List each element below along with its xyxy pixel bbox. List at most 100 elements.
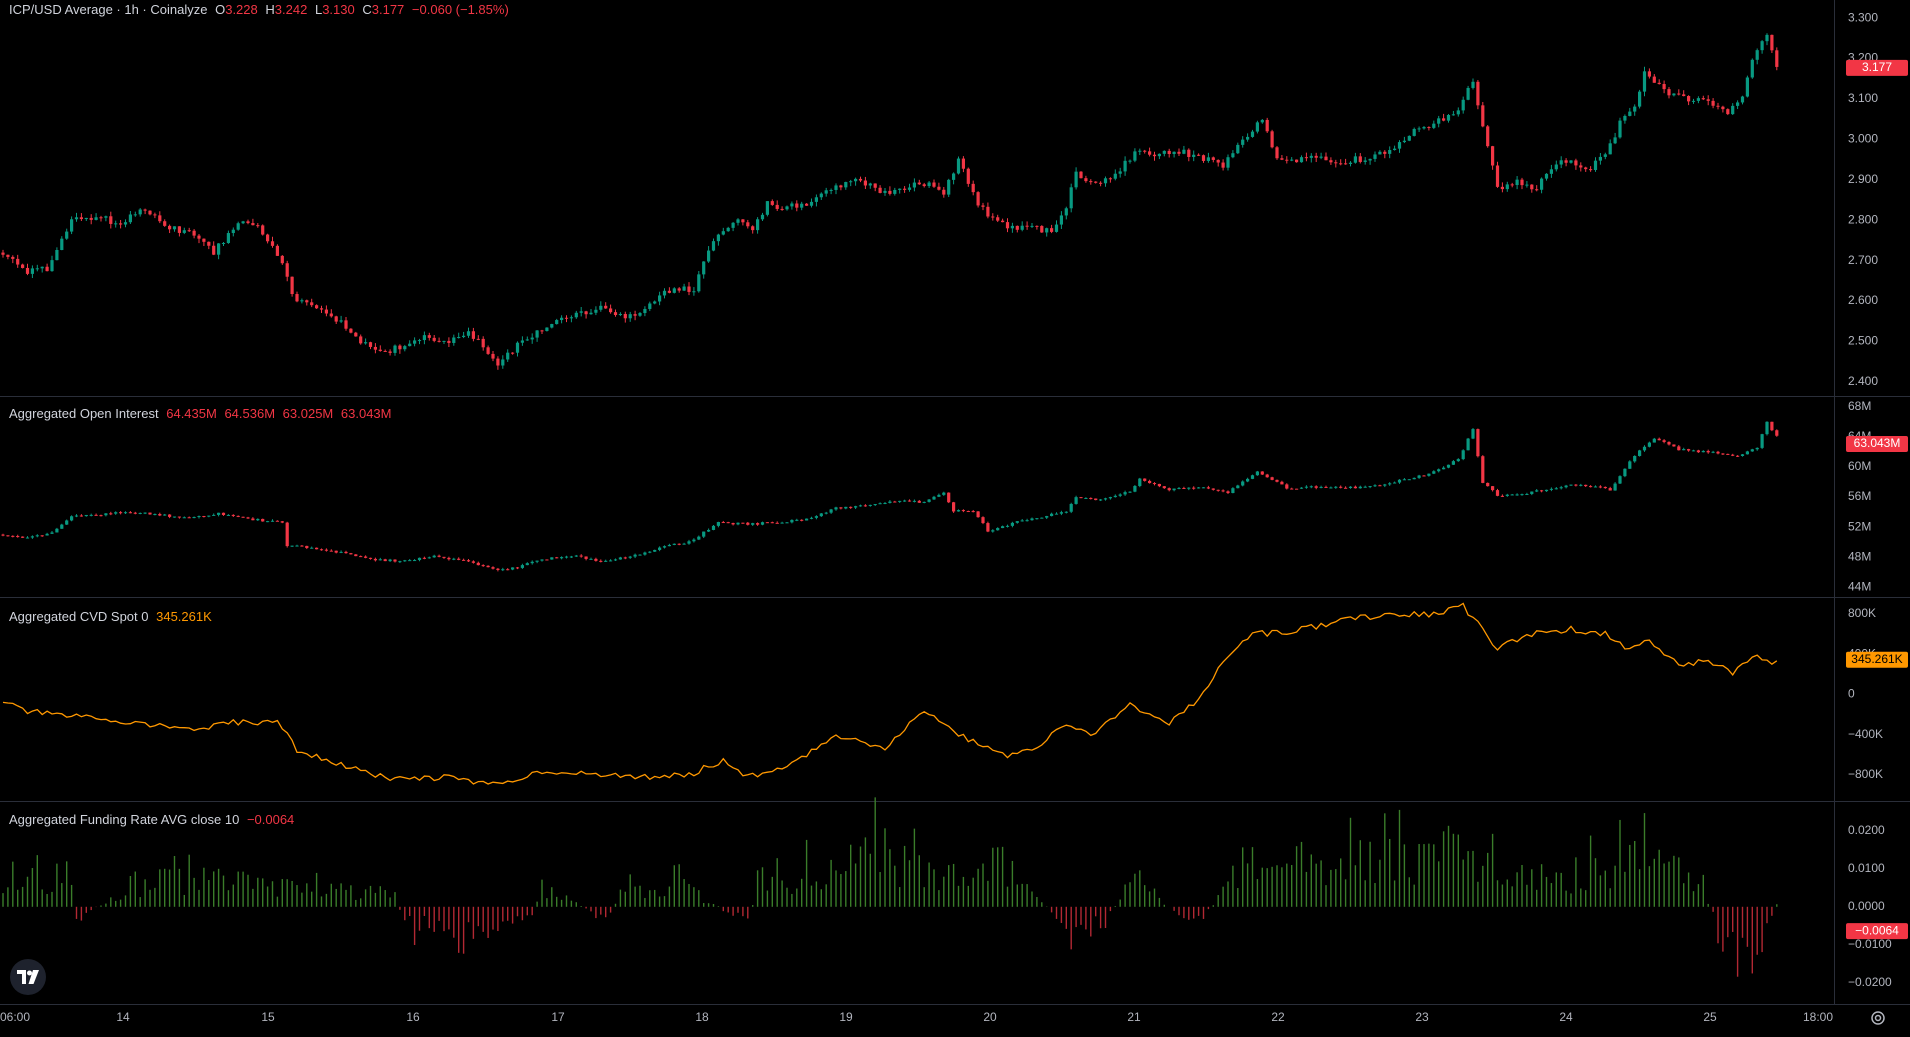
candle-body [1510, 184, 1514, 186]
candle-body [765, 522, 769, 524]
candle-body [609, 308, 613, 313]
candle-body [1143, 150, 1147, 152]
candle-body [1015, 225, 1019, 230]
candle-body [295, 545, 299, 547]
candle-body [1397, 142, 1402, 149]
candle-body [349, 328, 353, 333]
candle-body [1481, 105, 1485, 127]
candle-body [1099, 499, 1103, 501]
candle-body [618, 313, 622, 316]
candle-body [574, 555, 578, 557]
candle-body [1152, 483, 1157, 485]
candle-body [952, 173, 956, 180]
candle-body [1025, 520, 1029, 522]
candle-body [1682, 94, 1686, 97]
candle-body [1015, 521, 1019, 523]
candle-body [221, 243, 226, 245]
candle-body [207, 515, 211, 517]
candle-body [168, 514, 172, 517]
candle-body [462, 559, 466, 561]
tradingview-logo-icon[interactable] [10, 959, 46, 995]
candle-body [344, 320, 348, 329]
candle-body [1706, 99, 1710, 101]
candle-body [1446, 464, 1451, 468]
candle-body [545, 327, 549, 332]
candle-body [716, 234, 720, 242]
candle-body [1255, 122, 1259, 132]
candle-body [1250, 131, 1255, 137]
candle-body [1574, 484, 1578, 486]
y-tick-label: 2.800 [1848, 212, 1878, 226]
ohlc-high: H3.242 [265, 2, 308, 17]
candle-body [506, 352, 510, 360]
candle-body [579, 311, 583, 313]
candle-body [937, 494, 941, 497]
candle-body [452, 337, 456, 343]
candle-body [1481, 456, 1485, 483]
gear-icon[interactable] [1869, 1009, 1887, 1027]
candle-body [1148, 151, 1152, 155]
candle-body [917, 182, 921, 185]
candle-body [878, 187, 882, 193]
candle-body [295, 294, 299, 302]
candle-body [1128, 491, 1132, 493]
candle-body [476, 338, 480, 340]
candle-body [45, 533, 49, 536]
main-legend: ICP/USD Average · 1h · Coinalyze O3.228 … [9, 2, 513, 17]
candle-body [1246, 136, 1250, 140]
candle-body [707, 250, 711, 262]
candle-body [1633, 455, 1637, 462]
candle-body [104, 513, 108, 516]
candle-body [496, 358, 500, 366]
candle-body [667, 290, 671, 293]
candle-body [148, 210, 152, 215]
candle-body [1638, 91, 1642, 107]
candle-body [643, 308, 647, 314]
x-tick-label: 20 [983, 1010, 997, 1024]
candle-body [187, 230, 191, 232]
candle-body [927, 182, 931, 187]
candle-body [545, 559, 549, 561]
candle-body [658, 295, 662, 302]
candle-body [1422, 127, 1426, 129]
candle-body [1535, 490, 1539, 492]
candle-body [359, 336, 363, 344]
candle-body [785, 522, 789, 524]
candle-body [153, 214, 157, 216]
candle-body [6, 254, 10, 257]
candle-body [471, 561, 475, 563]
candle-body [290, 545, 294, 547]
candle-body [1628, 461, 1632, 469]
y-tick-label: 2.500 [1848, 334, 1878, 348]
candle-body [1652, 76, 1656, 83]
candle-body [1579, 165, 1583, 168]
cvd-legend: Aggregated CVD Spot 0 345.261K [9, 609, 216, 624]
candle-body [506, 569, 510, 571]
candle-body [1603, 154, 1607, 157]
candle-body [1295, 159, 1299, 163]
candle-body [290, 276, 294, 295]
candle-body [819, 513, 823, 517]
ohlc-open: O3.228 [215, 2, 258, 17]
candle-body [1172, 151, 1176, 154]
candle-body [422, 335, 426, 341]
candle-body [858, 178, 863, 181]
candle-body [1020, 520, 1024, 522]
candle-body [114, 512, 118, 514]
candle-body [579, 555, 583, 557]
candle-body [1358, 156, 1362, 162]
candle-body [1157, 153, 1161, 157]
candle-body [143, 512, 147, 514]
candle-body [417, 557, 422, 561]
candle-body [613, 559, 618, 561]
candle-body [457, 336, 461, 338]
y-tick-label: 0.0100 [1848, 861, 1885, 875]
candle-body [1530, 491, 1534, 494]
candle-body [1241, 139, 1245, 145]
candle-body [888, 501, 892, 503]
candle-body [79, 515, 83, 517]
candle-body [55, 528, 59, 533]
y-tick-label: 3.100 [1848, 91, 1878, 105]
candle-body [1211, 488, 1215, 490]
candle-body [1152, 154, 1157, 157]
